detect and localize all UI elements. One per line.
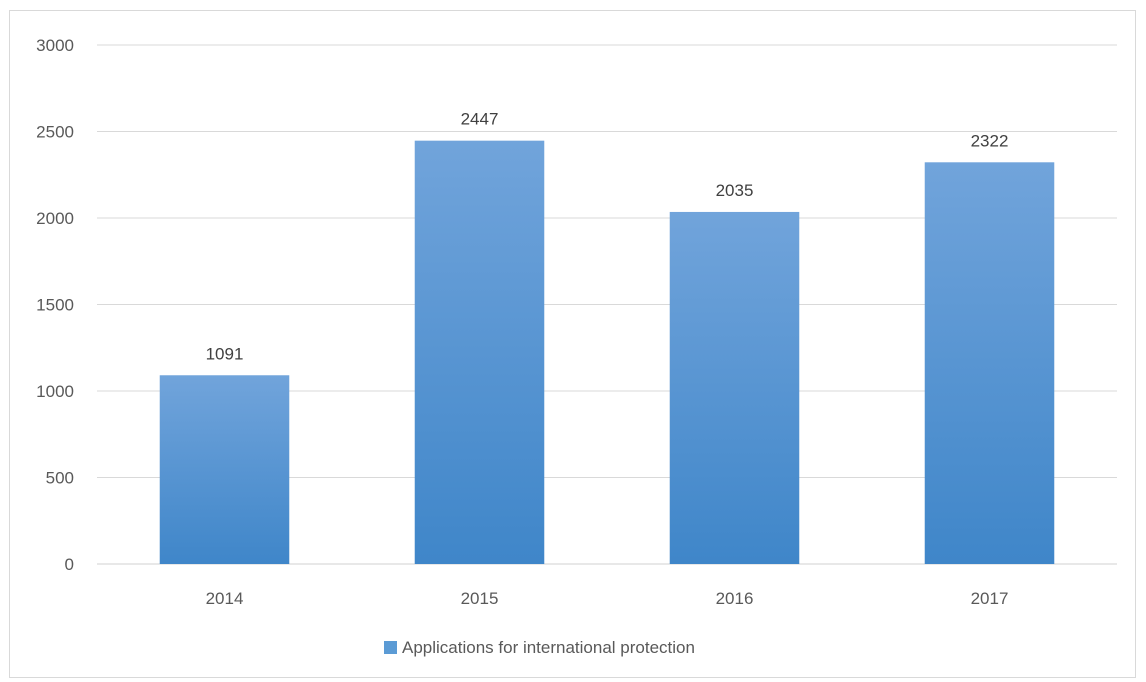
- data-label-2016: 2035: [716, 181, 754, 200]
- legend-label: Applications for international protectio…: [402, 638, 695, 657]
- y-tick-label: 500: [46, 469, 74, 488]
- bar-2014: [159, 375, 290, 564]
- data-label-2015: 2447: [461, 110, 499, 129]
- legend-swatch: [384, 641, 397, 654]
- y-tick-label: 2500: [36, 123, 74, 142]
- data-label-2017: 2322: [971, 131, 1009, 150]
- bar-2017: [924, 162, 1055, 564]
- y-tick-label: 1000: [36, 382, 74, 401]
- x-tick-label: 2016: [716, 589, 754, 608]
- y-tick-label: 1500: [36, 296, 74, 315]
- legend: Applications for international protectio…: [384, 638, 695, 657]
- bar-2016: [669, 211, 800, 564]
- x-tick-label: 2017: [971, 589, 1009, 608]
- x-tick-label: 2015: [461, 589, 499, 608]
- bar-2015: [414, 140, 545, 564]
- y-tick-label: 0: [65, 555, 74, 574]
- data-labels: 1091 2447 2035 2322: [206, 110, 1009, 364]
- bars: [159, 140, 1055, 564]
- data-label-2014: 1091: [206, 344, 244, 363]
- y-tick-label: 2000: [36, 209, 74, 228]
- y-tick-label: 3000: [36, 36, 74, 55]
- x-tick-label: 2014: [206, 589, 244, 608]
